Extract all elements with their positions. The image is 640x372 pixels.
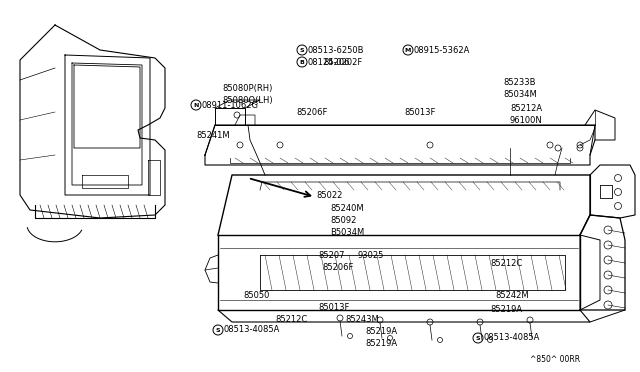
Text: B: B: [300, 60, 305, 64]
Text: 85034M: 85034M: [503, 90, 537, 99]
Text: 85206: 85206: [323, 58, 349, 67]
Text: 85212C: 85212C: [490, 259, 522, 267]
Text: 85212A: 85212A: [510, 103, 542, 112]
Text: 08915-5362A: 08915-5362A: [414, 45, 470, 55]
Text: 85080Q(LH): 85080Q(LH): [222, 96, 273, 105]
Text: 85233B: 85233B: [503, 77, 536, 87]
Text: B5034M: B5034M: [330, 228, 364, 237]
Text: 08513-4085A: 08513-4085A: [484, 334, 540, 343]
Text: 08911-1062G: 08911-1062G: [202, 100, 259, 109]
Text: N: N: [193, 103, 198, 108]
Text: 85022: 85022: [316, 190, 342, 199]
Text: M: M: [405, 48, 411, 52]
Text: 85013F: 85013F: [404, 108, 435, 116]
Text: 93025: 93025: [358, 250, 385, 260]
Text: 85206F: 85206F: [296, 108, 328, 116]
Text: ^850^ 00RR: ^850^ 00RR: [530, 356, 580, 365]
Text: S: S: [300, 48, 304, 52]
Text: 85206F: 85206F: [322, 263, 353, 272]
Text: 85242M: 85242M: [495, 291, 529, 299]
Text: 85050: 85050: [243, 291, 269, 299]
Text: S: S: [216, 327, 220, 333]
Text: 85241M: 85241M: [196, 131, 230, 140]
Text: 85013F: 85013F: [318, 304, 349, 312]
Text: 85243M: 85243M: [345, 315, 379, 324]
Text: 96100N: 96100N: [510, 115, 543, 125]
Text: 85219A: 85219A: [490, 305, 522, 314]
Text: 08513-6250B: 08513-6250B: [308, 45, 365, 55]
Text: 08513-4085A: 08513-4085A: [224, 326, 280, 334]
Text: S: S: [476, 336, 480, 340]
Text: 85219A: 85219A: [365, 327, 397, 337]
Text: 85219A: 85219A: [365, 340, 397, 349]
Text: 85240M: 85240M: [330, 203, 364, 212]
Text: 85080P(RH): 85080P(RH): [222, 83, 273, 93]
Text: 08124-0202F: 08124-0202F: [308, 58, 364, 67]
Text: 85207: 85207: [318, 250, 344, 260]
Text: 85212C: 85212C: [275, 315, 307, 324]
Text: 85092: 85092: [330, 215, 356, 224]
